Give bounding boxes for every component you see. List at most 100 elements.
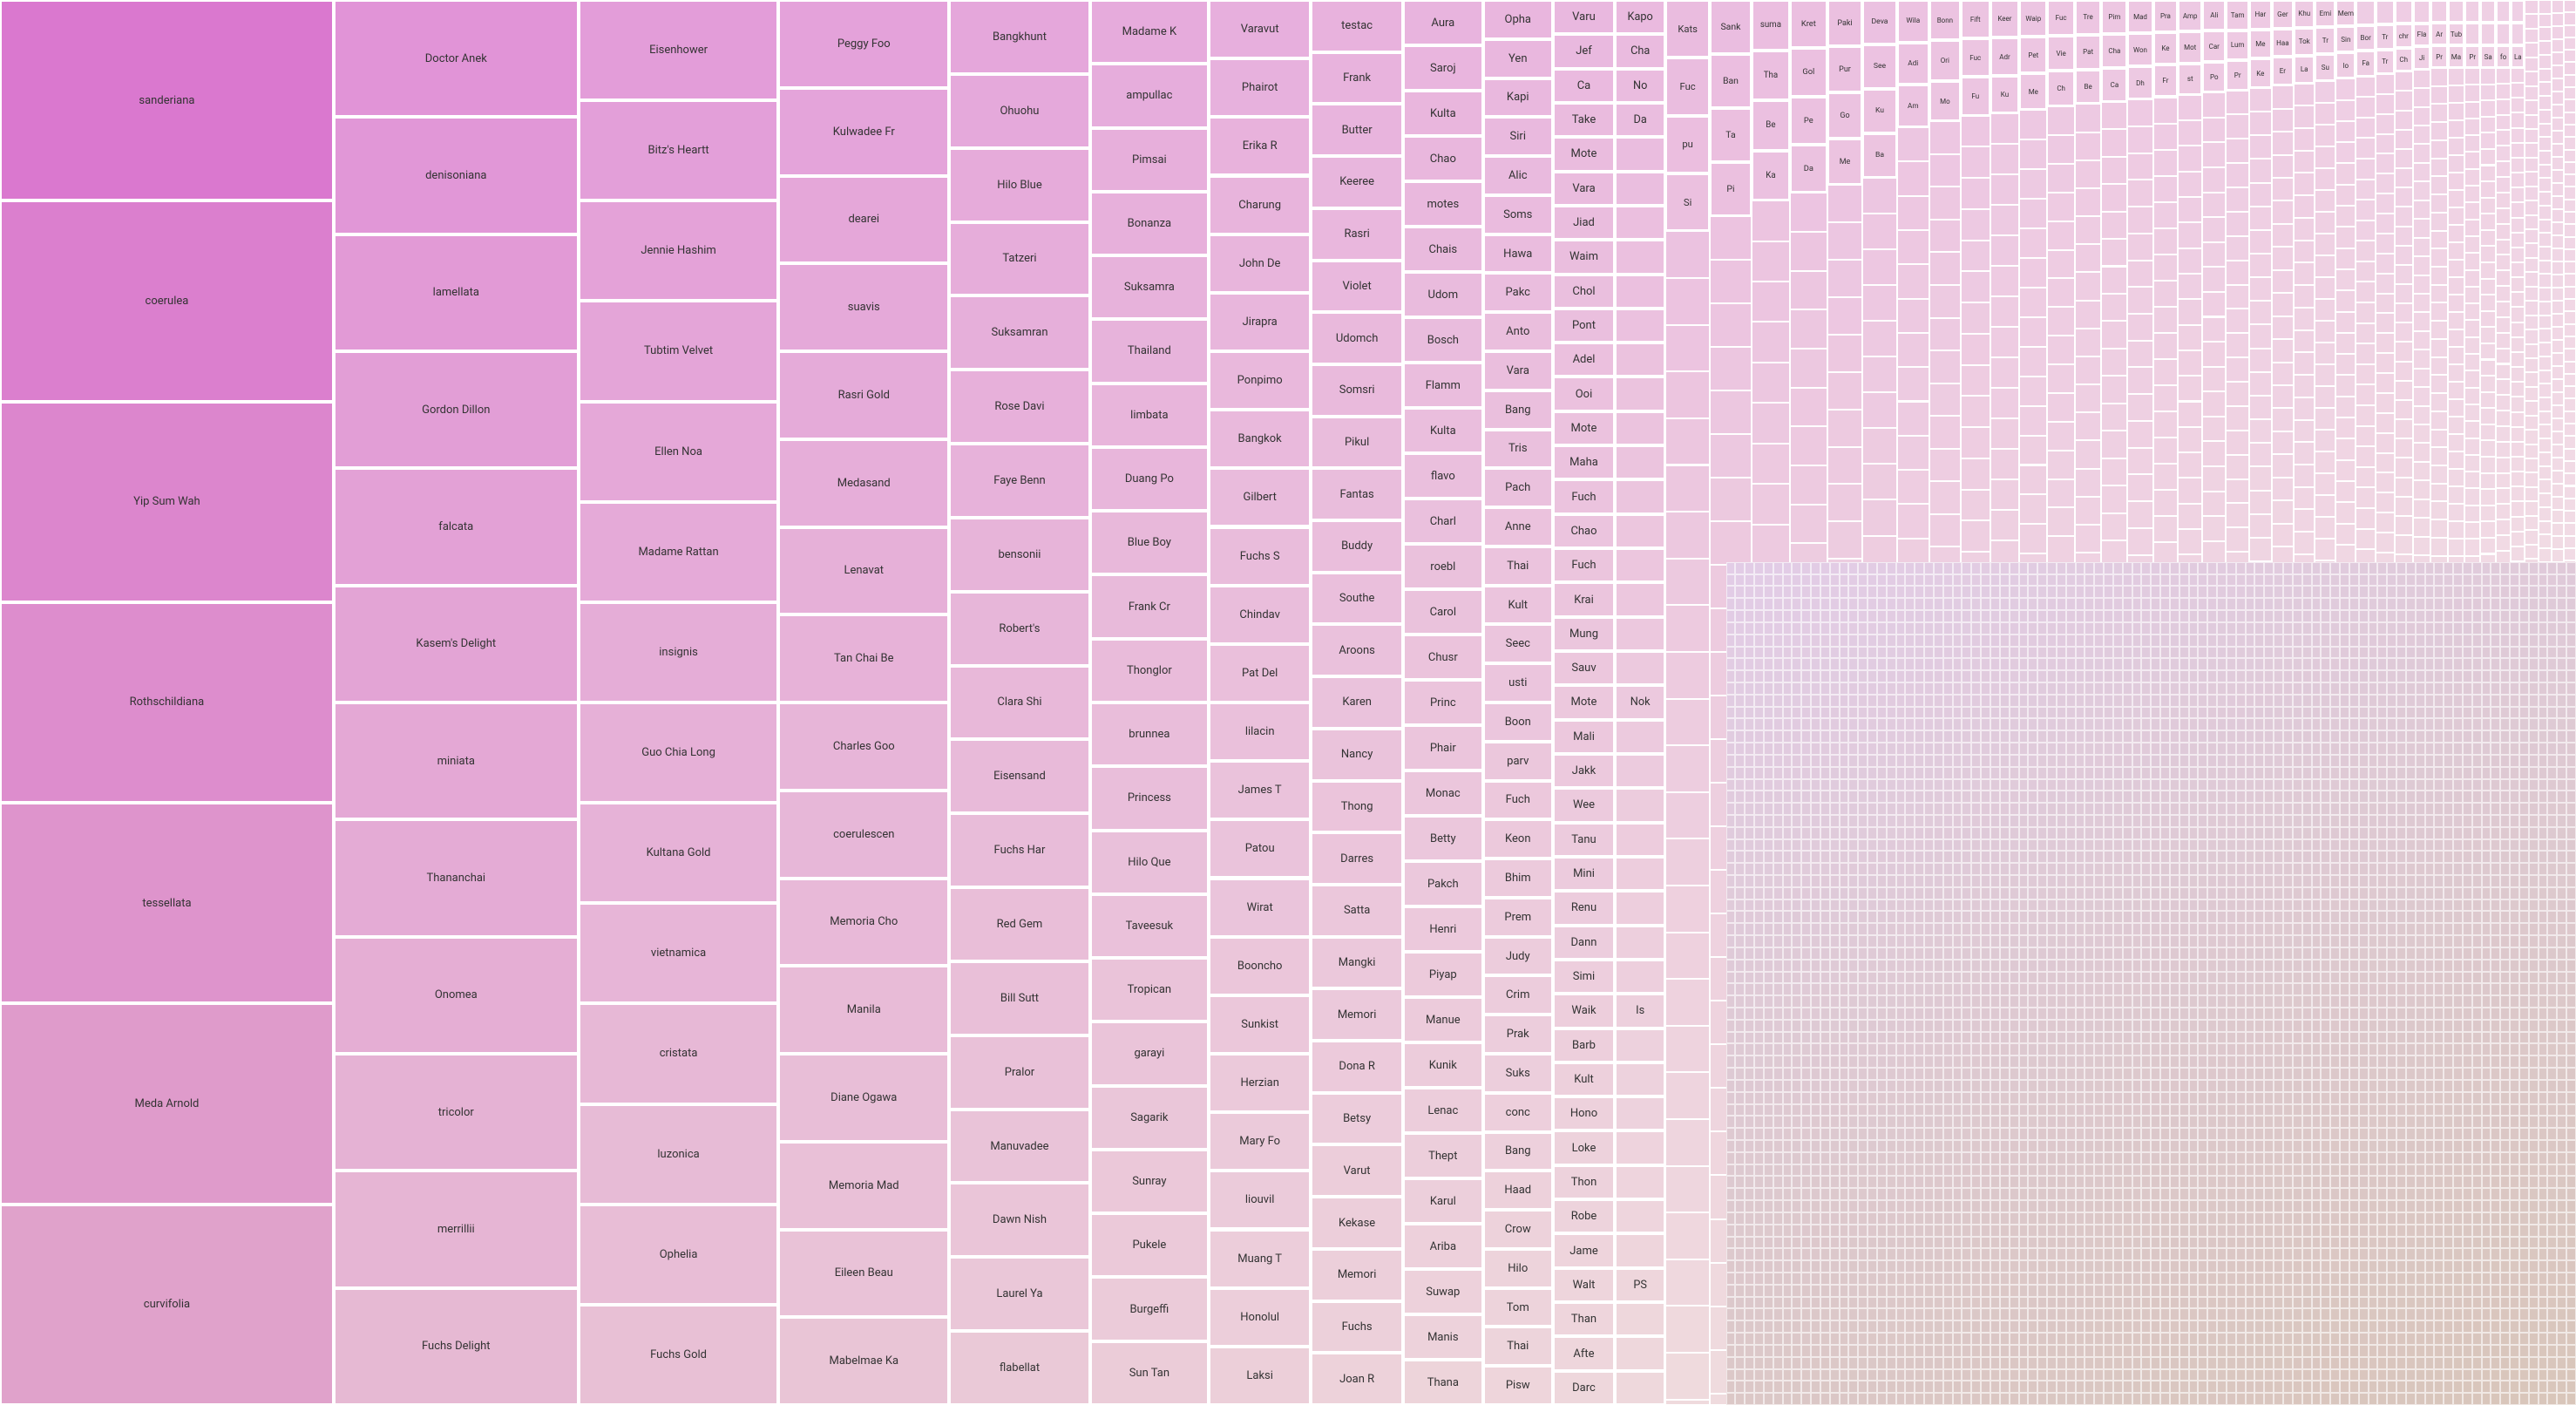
treemap-cell-small[interactable] xyxy=(2525,58,2539,71)
treemap-cell-small[interactable] xyxy=(2047,278,2074,307)
treemap-cell[interactable] xyxy=(1615,548,1665,582)
treemap-cell-small[interactable] xyxy=(2294,241,2315,263)
treemap-cell[interactable]: Adi xyxy=(1897,43,1929,85)
treemap-cell-small[interactable] xyxy=(2356,159,2375,180)
treemap-cell[interactable]: flavo xyxy=(1403,453,1483,499)
treemap-cell-small[interactable] xyxy=(2356,77,2375,98)
treemap-cell-small[interactable] xyxy=(2272,408,2294,431)
treemap-cell-small[interactable] xyxy=(2294,173,2315,195)
treemap-cell[interactable]: Taveesuk xyxy=(1090,894,1209,958)
treemap-cell-small[interactable] xyxy=(2395,284,2413,303)
treemap-cell[interactable]: Duang Po xyxy=(1090,447,1209,511)
treemap-cell-small[interactable] xyxy=(2376,134,2395,154)
treemap-cell-small[interactable] xyxy=(2395,71,2413,91)
treemap-cell-small[interactable] xyxy=(2272,385,2294,408)
treemap-cell-small[interactable] xyxy=(2552,222,2564,235)
treemap-cell[interactable]: liouvil xyxy=(1209,1171,1311,1229)
treemap-cell-small[interactable] xyxy=(1961,178,1990,209)
treemap-cell-small[interactable] xyxy=(2395,207,2413,226)
treemap-cell[interactable]: Barb xyxy=(1553,1028,1615,1062)
treemap-cell[interactable]: Vie xyxy=(2047,36,2074,71)
treemap-cell-small[interactable] xyxy=(2202,441,2226,466)
treemap-cell[interactable]: tricolor xyxy=(334,1054,579,1171)
treemap-cell[interactable]: Memori xyxy=(1311,988,1403,1041)
treemap-cell-small[interactable] xyxy=(2315,255,2335,277)
treemap-cell-small[interactable] xyxy=(2413,331,2430,350)
treemap-cell-small[interactable] xyxy=(1990,510,2019,540)
treemap-cell-small[interactable] xyxy=(1665,1306,1710,1353)
treemap-cell-small[interactable] xyxy=(2153,228,2179,255)
treemap-cell-small[interactable] xyxy=(2376,214,2395,234)
treemap-cell[interactable]: Wirat xyxy=(1209,879,1311,937)
treemap-cell-small[interactable] xyxy=(2448,504,2464,521)
treemap-cell-small[interactable] xyxy=(2202,142,2226,167)
treemap-cell-small[interactable] xyxy=(1929,121,1961,154)
treemap-cell[interactable]: Ma xyxy=(2448,45,2464,68)
treemap-cell[interactable]: Bang xyxy=(1483,390,1553,430)
treemap-cell[interactable]: Mote xyxy=(1553,411,1615,445)
treemap-cell[interactable]: Tam xyxy=(2226,0,2249,31)
treemap-cell-small[interactable] xyxy=(2430,86,2448,105)
treemap-cell-small[interactable] xyxy=(2294,218,2315,241)
treemap-cell-small[interactable] xyxy=(1929,252,1961,285)
treemap-cell-small[interactable] xyxy=(2464,506,2480,522)
treemap-cell-small[interactable] xyxy=(2552,0,2564,13)
treemap-cell-small[interactable] xyxy=(2356,343,2375,364)
treemap-cell[interactable]: Sun Tan xyxy=(1090,1341,1209,1405)
treemap-cell-small[interactable] xyxy=(2335,397,2356,417)
treemap-cell[interactable]: Aura xyxy=(1403,0,1483,45)
treemap-cell-small[interactable] xyxy=(2496,302,2511,317)
treemap-cell-small[interactable] xyxy=(1862,321,1896,356)
treemap-cell-small[interactable] xyxy=(1961,334,1990,365)
treemap-cell-small[interactable] xyxy=(2249,419,2272,443)
treemap-cell[interactable] xyxy=(1615,857,1665,891)
treemap-cell[interactable]: Judy xyxy=(1483,937,1553,976)
treemap-cell[interactable]: Henri xyxy=(1403,906,1483,952)
treemap-cell[interactable]: Fuchs Har xyxy=(949,813,1090,887)
treemap-cell-small[interactable] xyxy=(1897,161,1929,195)
treemap-cell-small[interactable] xyxy=(2413,518,2430,536)
treemap-cell-small[interactable] xyxy=(2127,501,2152,528)
treemap-cell-small[interactable] xyxy=(2564,336,2576,349)
treemap-cell[interactable]: Vara xyxy=(1483,351,1553,390)
treemap-cell[interactable]: Faye Benn xyxy=(949,444,1090,518)
treemap-cell[interactable]: Chao xyxy=(1553,514,1615,548)
treemap-cell-small[interactable] xyxy=(2315,234,2335,255)
treemap-cell-small[interactable] xyxy=(2448,451,2464,469)
treemap-cell[interactable]: John De xyxy=(1209,234,1311,293)
treemap-cell-small[interactable] xyxy=(2496,519,2511,535)
treemap-cell-small[interactable] xyxy=(2178,95,2202,120)
treemap-cell[interactable]: Ponpimo xyxy=(1209,351,1311,410)
treemap-cell-small[interactable] xyxy=(2464,270,2480,287)
treemap-cell-small[interactable] xyxy=(2075,469,2102,497)
treemap-cell-small[interactable] xyxy=(2101,431,2127,458)
treemap-cell[interactable]: dearei xyxy=(778,176,949,264)
treemap-cell-small[interactable] xyxy=(2376,333,2395,353)
treemap-cell[interactable] xyxy=(1615,754,1665,788)
treemap-cell-small[interactable] xyxy=(2496,208,2511,224)
treemap-cell-small[interactable] xyxy=(1862,249,1896,285)
treemap-cell-small[interactable] xyxy=(2564,386,2576,398)
treemap-cell-small[interactable] xyxy=(2202,492,2226,517)
treemap-cell-small[interactable] xyxy=(1862,178,1896,214)
treemap-cell[interactable]: Hono xyxy=(1553,1096,1615,1130)
treemap-cell[interactable]: Mote xyxy=(1553,137,1615,171)
treemap-cell-small[interactable] xyxy=(2525,358,2539,372)
treemap-cell-small[interactable] xyxy=(2356,405,2375,426)
treemap-cell[interactable]: Thong xyxy=(1311,781,1403,833)
treemap-cell[interactable]: Eisenhower xyxy=(579,0,779,100)
treemap-cell-small[interactable] xyxy=(2511,158,2525,173)
treemap-cell-small[interactable] xyxy=(2335,248,2356,269)
treemap-cell[interactable]: Suksamra xyxy=(1090,255,1209,319)
treemap-cell-small[interactable] xyxy=(2448,103,2464,120)
treemap-cell[interactable]: coerulescen xyxy=(778,791,949,879)
treemap-cell-small[interactable] xyxy=(2511,292,2525,307)
treemap-cell[interactable]: Ku xyxy=(1990,76,2019,113)
treemap-cell[interactable]: Tan Chai Be xyxy=(778,614,949,702)
treemap-cell-small[interactable] xyxy=(2335,524,2356,545)
treemap-cell-small[interactable] xyxy=(2464,539,2480,555)
treemap-cell-small[interactable] xyxy=(2464,102,2480,119)
treemap-cell-small[interactable] xyxy=(2178,452,2202,478)
treemap-cell[interactable]: Da xyxy=(1790,145,1827,193)
treemap-cell[interactable]: Kats xyxy=(1665,0,1710,58)
